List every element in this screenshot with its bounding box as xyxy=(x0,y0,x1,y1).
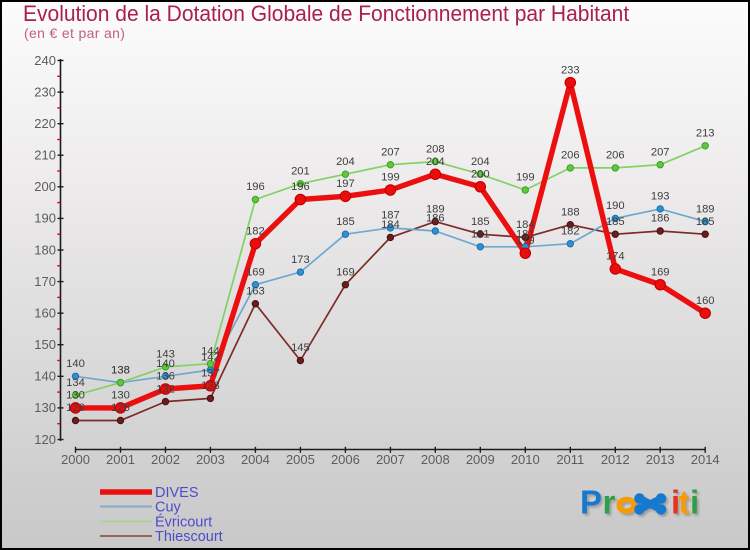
svg-text:2008: 2008 xyxy=(421,452,450,467)
svg-text:i: i xyxy=(690,484,699,521)
svg-text:2009: 2009 xyxy=(466,452,495,467)
svg-text:2002: 2002 xyxy=(151,452,180,467)
svg-text:240: 240 xyxy=(34,53,56,68)
svg-text:197: 197 xyxy=(336,178,355,190)
svg-text:181: 181 xyxy=(471,229,490,241)
svg-text:163: 163 xyxy=(246,285,265,297)
svg-text:2012: 2012 xyxy=(601,452,630,467)
svg-text:i: i xyxy=(671,484,680,521)
svg-text:140: 140 xyxy=(156,358,175,370)
svg-text:132: 132 xyxy=(156,383,175,395)
svg-text:133: 133 xyxy=(201,380,220,392)
svg-text:2011: 2011 xyxy=(556,452,584,467)
svg-text:2013: 2013 xyxy=(646,452,675,467)
svg-text:206: 206 xyxy=(561,150,580,162)
svg-text:160: 160 xyxy=(34,306,56,321)
svg-text:126: 126 xyxy=(111,402,130,414)
svg-text:207: 207 xyxy=(381,146,400,158)
svg-text:190: 190 xyxy=(606,200,625,212)
svg-text:150: 150 xyxy=(34,337,56,352)
svg-text:185: 185 xyxy=(336,216,355,228)
svg-text:P: P xyxy=(580,484,602,521)
svg-text:130: 130 xyxy=(66,390,85,402)
svg-text:186: 186 xyxy=(651,213,670,225)
svg-text:144: 144 xyxy=(201,345,220,357)
svg-text:r: r xyxy=(603,484,616,521)
svg-text:184: 184 xyxy=(516,219,535,231)
svg-text:188: 188 xyxy=(561,206,580,218)
svg-text:t: t xyxy=(679,484,690,521)
svg-text:Cuy: Cuy xyxy=(155,500,182,516)
svg-text:2010: 2010 xyxy=(511,452,540,467)
svg-text:2014: 2014 xyxy=(691,452,720,467)
svg-text:220: 220 xyxy=(34,116,56,131)
svg-text:169: 169 xyxy=(246,266,265,278)
svg-text:130: 130 xyxy=(111,390,130,402)
svg-text:138: 138 xyxy=(111,364,130,376)
svg-text:200: 200 xyxy=(471,169,490,181)
svg-text:204: 204 xyxy=(471,156,490,168)
svg-text:DIVES: DIVES xyxy=(155,485,199,501)
svg-text:189: 189 xyxy=(696,203,715,215)
svg-text:193: 193 xyxy=(651,191,670,203)
svg-text:190: 190 xyxy=(34,211,56,226)
svg-text:2004: 2004 xyxy=(241,452,270,467)
svg-text:120: 120 xyxy=(34,432,56,447)
svg-text:199: 199 xyxy=(381,172,400,184)
svg-text:2007: 2007 xyxy=(376,452,405,467)
svg-text:185: 185 xyxy=(696,216,715,228)
svg-text:2006: 2006 xyxy=(331,452,360,467)
svg-text:185: 185 xyxy=(606,216,625,228)
svg-text:145: 145 xyxy=(291,342,310,354)
svg-text:186: 186 xyxy=(426,213,445,225)
svg-text:134: 134 xyxy=(66,377,85,389)
svg-text:140: 140 xyxy=(34,369,56,384)
svg-text:207: 207 xyxy=(651,146,670,158)
svg-text:199: 199 xyxy=(516,172,535,184)
svg-text:Thiescourt: Thiescourt xyxy=(155,529,223,545)
svg-text:160: 160 xyxy=(696,295,715,307)
svg-text:204: 204 xyxy=(336,156,355,168)
svg-text:206: 206 xyxy=(606,150,625,162)
svg-text:210: 210 xyxy=(34,148,56,163)
svg-text:126: 126 xyxy=(66,402,85,414)
svg-text:136: 136 xyxy=(156,371,175,383)
svg-text:142: 142 xyxy=(201,352,220,364)
svg-text:2000: 2000 xyxy=(61,452,90,467)
svg-text:181: 181 xyxy=(516,229,535,241)
svg-text:230: 230 xyxy=(34,84,56,99)
svg-text:143: 143 xyxy=(156,349,175,361)
svg-text:182: 182 xyxy=(561,225,580,237)
svg-text:208: 208 xyxy=(426,143,445,155)
svg-text:184: 184 xyxy=(381,219,400,231)
svg-text:2003: 2003 xyxy=(196,452,225,467)
svg-text:187: 187 xyxy=(381,210,400,222)
svg-text:182: 182 xyxy=(246,225,265,237)
svg-text:138: 138 xyxy=(111,364,130,376)
svg-text:174: 174 xyxy=(606,251,625,263)
svg-text:169: 169 xyxy=(336,266,355,278)
svg-text:130: 130 xyxy=(34,400,56,415)
svg-text:Évricourt: Évricourt xyxy=(155,514,212,531)
svg-text:2005: 2005 xyxy=(286,452,315,467)
svg-text:179: 179 xyxy=(516,235,535,247)
svg-text:204: 204 xyxy=(426,156,445,168)
svg-text:233: 233 xyxy=(561,64,580,76)
svg-text:185: 185 xyxy=(471,216,490,228)
svg-text:201: 201 xyxy=(291,165,310,177)
svg-text:196: 196 xyxy=(291,181,310,193)
svg-text:137: 137 xyxy=(201,368,220,380)
svg-text:180: 180 xyxy=(34,242,56,257)
svg-text:196: 196 xyxy=(246,181,265,193)
svg-text:173: 173 xyxy=(291,254,310,266)
svg-text:213: 213 xyxy=(696,128,715,140)
svg-text:170: 170 xyxy=(34,274,56,289)
svg-text:189: 189 xyxy=(426,203,445,215)
svg-text:169: 169 xyxy=(651,266,670,278)
svg-text:2001: 2001 xyxy=(106,452,135,467)
svg-text:200: 200 xyxy=(34,179,56,194)
svg-text:140: 140 xyxy=(66,358,85,370)
